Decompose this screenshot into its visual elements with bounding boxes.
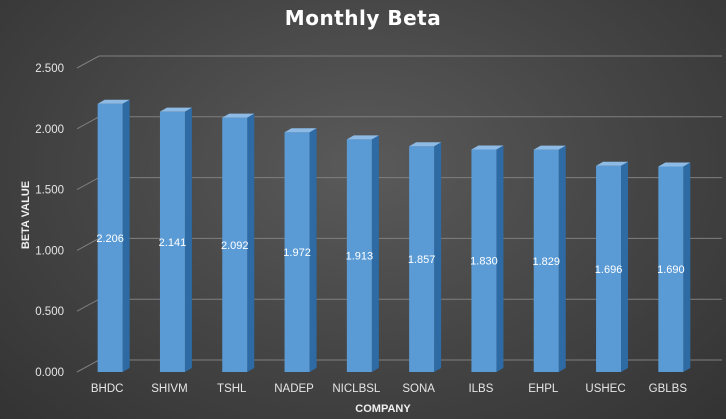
bar-top [409,142,442,147]
y-tick-label: 2.000 [35,124,64,136]
bar-side [309,128,317,372]
x-tick-label: ILBS [468,383,493,395]
y-tick-label: 0.000 [35,367,64,379]
y-tick-label: 2.500 [35,63,64,75]
data-label: 1.696 [595,264,623,276]
bar [159,111,185,372]
bar [222,117,248,373]
bar-group: 1.913 [346,135,379,372]
bar [596,165,622,372]
y-tick-label: 1.500 [35,185,64,197]
bar-group: 1.690 [657,162,691,372]
bars: 2.206 2.141 2.092 1.972 1.913 1.857 1.830 1.829… [96,99,691,373]
y-tick-label: 1.000 [35,245,64,257]
bar-group: 1.829 [532,145,566,372]
x-tick-label: EHPL [528,383,559,395]
bar-top [159,107,192,112]
bar-group: 1.857 [408,142,442,372]
x-tick-label: NICLBSL [332,383,381,395]
bar-side [122,99,130,372]
bar-top [222,113,255,118]
data-label: 1.829 [532,256,560,268]
bar-side [434,142,442,372]
x-tick-label: BHDC [91,383,124,395]
bar [533,149,559,372]
gridline [76,55,722,69]
bar [658,166,684,372]
bar-top [658,162,691,167]
bar-top [284,128,317,133]
y-axis-title: BETA VALUE [20,181,32,249]
data-label: 1.690 [657,264,685,276]
data-label: 2.206 [96,233,124,245]
bar-group: 2.206 [96,99,130,372]
bar-side [496,145,504,372]
chart-title: Monthly Beta [284,6,442,30]
x-tick-label: TSHL [217,383,247,395]
x-tick-label: SONA [402,383,435,395]
bar-group: 1.972 [283,128,317,372]
bar-group: 1.830 [470,145,504,372]
bar-top [97,99,130,104]
x-axis-ticks: BHDC SHIVM TSHL NADEP NICLBSL SONA ILBS EHPL USH… [91,383,687,395]
bar-group: 2.141 [159,107,192,372]
x-tick-label: SHIVM [151,383,187,395]
data-label: 1.830 [470,256,498,268]
bar-side [683,162,691,372]
bar [346,139,372,372]
x-tick-label: NADEP [274,383,314,395]
bar-top [533,145,566,150]
bar [409,146,435,372]
bar-side [558,145,566,372]
x-tick-label: GBLBS [649,383,688,395]
data-label: 1.913 [346,251,374,263]
bar [97,103,123,372]
bar-side [621,161,629,372]
data-label: 1.857 [408,254,436,266]
bar [284,132,310,372]
bar-group: 2.092 [221,113,255,373]
data-label: 2.141 [159,237,187,249]
bar-side [371,135,379,372]
bar-side [184,107,192,372]
bar [471,149,497,372]
bar-side [247,113,255,373]
bar-top [346,135,379,140]
y-axis-ticks: 0.000 0.500 1.000 1.500 2.000 2.500 [35,63,64,379]
x-tick-label: USHEC [585,383,625,395]
bar-group: 1.696 [595,161,629,372]
bar-top [471,145,504,150]
y-tick-label: 0.500 [35,306,64,318]
data-label: 2.092 [221,240,249,252]
x-axis-title: COMPANY [355,403,411,415]
data-label: 1.972 [283,247,311,259]
bar-top [596,161,629,166]
